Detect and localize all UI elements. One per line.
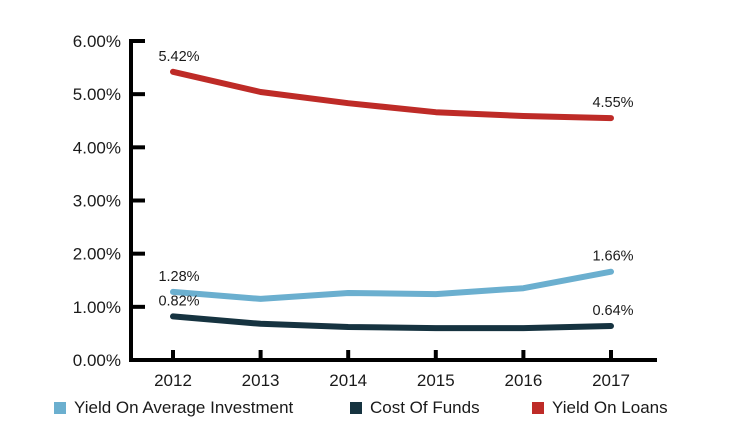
y-axis: 0.00% 1.00% 2.00% 3.00% 4.00% 5.00% 6.00% <box>73 32 145 370</box>
y-tick-label: 4.00% <box>73 138 121 157</box>
y-tick-label: 0.00% <box>73 351 121 370</box>
legend-label: Cost Of Funds <box>370 398 480 417</box>
y-tick-label: 1.00% <box>73 298 121 317</box>
y-tick-label: 3.00% <box>73 192 121 211</box>
data-label-yield-on-loans: 5.42% <box>158 49 199 65</box>
y-tick-label: 2.00% <box>73 245 121 264</box>
data-label-cost-of-funds: 0.82% <box>158 293 199 309</box>
data-label-yield-on-average-investment: 1.28% <box>158 269 199 285</box>
data-label-cost-of-funds: 0.64% <box>592 303 633 319</box>
x-tick-label: 2015 <box>417 371 455 390</box>
legend-label: Yield On Average Investment <box>74 398 294 417</box>
data-label-yield-on-average-investment: 1.66% <box>592 249 633 265</box>
data-label-yield-on-loans: 4.55% <box>592 95 633 111</box>
x-tick-label: 2013 <box>242 371 280 390</box>
x-axis: 2012 2013 2014 2015 2016 2017 <box>129 350 657 390</box>
legend-swatch <box>350 402 362 414</box>
series-layer <box>170 68 614 332</box>
y-tick-label: 5.00% <box>73 85 121 104</box>
series-line-yield-on-loans <box>170 68 614 122</box>
legend-item-yield-on-loans[interactable]: Yield On Loans <box>532 398 668 418</box>
x-tick-label: 2012 <box>154 371 192 390</box>
series-line-yield-on-average-investment <box>170 268 614 302</box>
y-tick-label: 6.00% <box>73 32 121 51</box>
line-chart: 0.00% 1.00% 2.00% 3.00% 4.00% 5.00% 6.00% 2012… <box>73 32 657 390</box>
x-tick-label: 2017 <box>592 371 630 390</box>
legend: Yield On Average Investment Cost Of Fund… <box>0 398 730 424</box>
x-tick-label: 2014 <box>329 371 367 390</box>
legend-item-yield-on-average-investment[interactable]: Yield On Average Investment <box>54 398 293 418</box>
series-line-cost-of-funds <box>170 313 614 332</box>
x-tick-label: 2016 <box>504 371 542 390</box>
legend-swatch <box>54 402 66 414</box>
legend-item-cost-of-funds[interactable]: Cost Of Funds <box>350 398 480 418</box>
legend-swatch <box>532 402 544 414</box>
legend-label: Yield On Loans <box>552 398 668 417</box>
data-labels: 1.28% 1.66% 0.82% 0.64% 5.42% 4.55% <box>158 49 633 319</box>
